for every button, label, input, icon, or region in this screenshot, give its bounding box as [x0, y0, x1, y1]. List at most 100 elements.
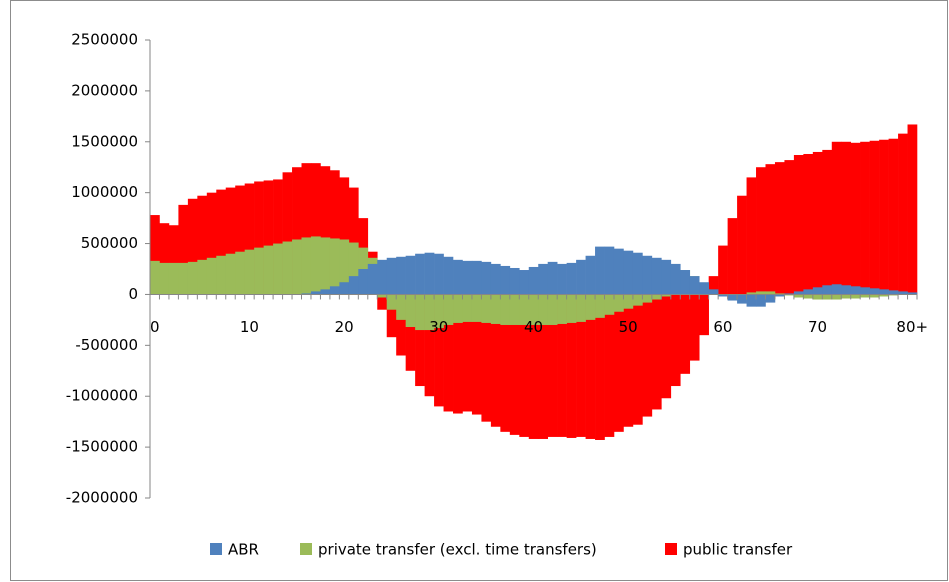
bar — [500, 265, 511, 295]
bar — [604, 246, 615, 295]
bar — [822, 149, 833, 295]
bar — [310, 163, 321, 295]
bar — [405, 294, 416, 371]
bar — [339, 282, 350, 295]
bar — [632, 252, 643, 295]
bar — [850, 286, 861, 295]
bar — [178, 204, 189, 295]
bar — [159, 262, 170, 295]
bar — [642, 255, 653, 295]
bar — [348, 276, 359, 295]
bar — [746, 292, 757, 295]
bar — [566, 294, 577, 323]
bar — [623, 294, 634, 427]
bar — [803, 153, 814, 295]
bar — [434, 294, 444, 329]
bar — [471, 294, 482, 322]
bar — [509, 294, 520, 325]
bar — [604, 294, 615, 315]
bar — [396, 256, 406, 295]
bar — [774, 162, 785, 295]
bar — [310, 291, 321, 295]
bar — [150, 260, 160, 295]
bar — [898, 133, 908, 295]
bar — [509, 294, 520, 435]
bar — [566, 262, 577, 295]
bar — [566, 294, 577, 438]
bar — [822, 294, 833, 300]
bar — [310, 236, 321, 295]
bar — [727, 218, 738, 295]
bar — [557, 294, 567, 324]
bar — [263, 180, 274, 295]
bar — [661, 294, 672, 297]
x-tick-label: 20 — [335, 318, 354, 336]
bar — [595, 294, 605, 440]
bar — [453, 259, 463, 295]
bar — [538, 294, 549, 439]
bar — [576, 294, 586, 437]
bar — [547, 294, 558, 437]
bar — [718, 294, 728, 297]
y-tick-label: 1500000 — [71, 132, 138, 150]
bar — [386, 257, 397, 295]
legend-label: private transfer (excl. time transfers) — [318, 541, 597, 559]
y-tick-label: -500000 — [75, 336, 138, 354]
bar — [292, 239, 302, 295]
bar — [803, 289, 814, 295]
bar — [225, 187, 236, 295]
bar — [490, 294, 501, 324]
bar — [831, 284, 842, 295]
bar — [225, 253, 236, 295]
bar — [254, 181, 264, 295]
bar — [860, 294, 870, 298]
bar — [187, 198, 198, 295]
bar — [613, 294, 624, 312]
bar — [206, 192, 217, 295]
bar — [415, 294, 425, 387]
bar — [490, 294, 501, 427]
bar — [784, 293, 795, 295]
y-tick-label: 1000000 — [71, 183, 138, 201]
bar — [254, 247, 264, 295]
bar — [377, 259, 388, 295]
bar — [216, 255, 227, 295]
bar — [888, 138, 899, 295]
bar — [651, 294, 662, 300]
bar — [405, 294, 416, 328]
bar — [623, 250, 634, 295]
bar — [424, 252, 435, 295]
bar — [737, 195, 747, 295]
bar — [471, 260, 482, 295]
bar — [756, 294, 766, 307]
bar — [206, 257, 217, 295]
bar — [699, 282, 709, 295]
bar — [623, 294, 634, 309]
bar — [547, 294, 558, 325]
bar — [168, 262, 179, 295]
bar — [888, 290, 899, 295]
bar — [273, 179, 283, 295]
bar — [632, 294, 643, 425]
bar — [841, 294, 852, 299]
y-tick-label: 0 — [128, 285, 138, 303]
bar — [443, 294, 454, 412]
bar — [585, 294, 596, 320]
bar — [292, 167, 302, 295]
bar — [860, 141, 870, 295]
bar — [774, 293, 785, 295]
bar — [320, 166, 331, 295]
bar — [670, 294, 681, 387]
bar — [150, 215, 160, 295]
bar — [197, 195, 208, 295]
bar — [301, 293, 312, 295]
bar — [377, 294, 388, 298]
bar — [235, 185, 245, 295]
bar — [386, 294, 397, 310]
bar — [907, 124, 918, 295]
bar — [841, 285, 852, 295]
bar — [178, 262, 189, 295]
bar — [869, 294, 880, 298]
bar — [301, 163, 312, 295]
bar — [765, 294, 776, 303]
